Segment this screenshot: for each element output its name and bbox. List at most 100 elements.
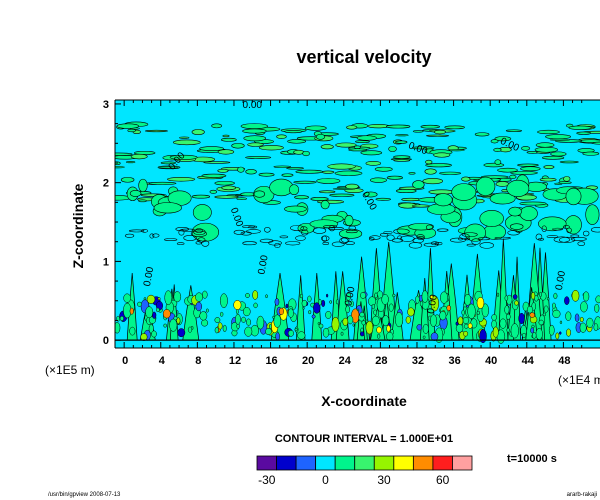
y-axis-title: Z-coordinate (70, 183, 86, 268)
contour-loop (386, 234, 395, 241)
field-cell (123, 293, 131, 303)
field-cell (173, 291, 182, 303)
field-cell (564, 215, 582, 235)
field-cell (164, 290, 173, 306)
colorbar-swatch (295, 455, 317, 471)
field-cell (496, 292, 500, 297)
contour-loop (341, 236, 350, 243)
field-cell (304, 125, 327, 131)
field-cell (519, 201, 547, 206)
field-cell (594, 303, 600, 313)
contour-loop (164, 238, 178, 241)
colorbar-swatch (412, 455, 434, 471)
contour-loop (180, 228, 195, 232)
field-cell (479, 209, 504, 228)
contour-loop (582, 230, 590, 237)
contour-loop (570, 234, 580, 238)
contour-loop (507, 230, 520, 236)
field-cell (169, 318, 178, 332)
field-cell (531, 324, 535, 329)
x-tick-label: 16 (265, 355, 277, 367)
field-cell (120, 177, 135, 183)
field-cell (430, 314, 437, 327)
field-cell (138, 178, 148, 193)
field-cell (329, 193, 355, 197)
field-cell (281, 173, 294, 177)
field-cell (115, 152, 133, 156)
field-cell (222, 134, 230, 138)
colorbar-swatch (452, 455, 473, 471)
field-cell (172, 139, 201, 146)
field-cell (361, 320, 366, 326)
field-cell (269, 323, 272, 329)
field-cell (412, 180, 425, 189)
contour-loop (259, 238, 274, 243)
contour-loop (558, 236, 576, 243)
field-cell (360, 150, 383, 156)
colorbar-swatch (393, 455, 414, 471)
field-cell (579, 322, 587, 333)
field-cell (422, 323, 429, 334)
field-cell (375, 197, 392, 201)
field-cell (320, 144, 334, 150)
field-cell (287, 139, 307, 144)
contour-loop (331, 241, 345, 247)
field-cell (355, 140, 370, 144)
field-cell (331, 316, 340, 332)
field-cell (115, 165, 125, 169)
contour-loop (322, 241, 330, 246)
field-cell (146, 294, 156, 304)
field-cell (265, 294, 268, 299)
contour-loop (264, 227, 271, 233)
field-cell (115, 322, 121, 334)
field-cell (586, 317, 594, 329)
field-cell (126, 161, 136, 164)
field-cell (199, 146, 224, 152)
field-cell (243, 306, 251, 317)
field-cell (386, 124, 411, 129)
field-cell (315, 133, 326, 140)
field-cell (162, 309, 171, 319)
field-cell (284, 205, 307, 213)
field-cell (433, 152, 451, 158)
field-cell (440, 291, 448, 304)
field-cell (512, 294, 518, 300)
field-cell (129, 326, 136, 336)
field-cell (259, 145, 284, 151)
contour-loop (149, 233, 155, 239)
field-cell (138, 199, 147, 203)
x-tick-label: 4 (159, 355, 166, 367)
field-cell (301, 299, 308, 307)
field-cell (211, 123, 223, 129)
contour-loop (339, 237, 349, 244)
field-cell (479, 329, 487, 344)
y-axis-ticks: 0 1 2 3 (103, 99, 121, 347)
contour-loop (535, 233, 543, 241)
field-cell (353, 145, 361, 149)
field-cell (538, 291, 542, 298)
field-cell (176, 317, 181, 324)
x-tick-label: 20 (302, 355, 314, 367)
field-cell (439, 311, 447, 321)
contour-loop (248, 225, 258, 229)
field-cell (217, 168, 229, 173)
field-cell (408, 223, 434, 231)
field-cell (574, 313, 580, 322)
field-cell (531, 292, 536, 300)
field-cell (489, 192, 516, 205)
field-cell (206, 308, 209, 313)
field-cell (360, 292, 367, 299)
field-cell (529, 312, 535, 318)
x-axis-ticks: 0 4 8 12 16 20 24 28 32 36 40 44 48 (122, 100, 583, 367)
field-cell (367, 124, 390, 129)
contour-value-label: 0.00 (142, 266, 156, 288)
field-cell (509, 174, 517, 179)
colorbar-swatch (432, 455, 453, 471)
contour-value-label: 0.00 (554, 270, 568, 292)
field-cell (363, 191, 378, 198)
footer-right: ararb-rakaji (567, 492, 597, 498)
x-tick-label: 48 (558, 355, 570, 367)
contour-value-label: 0.00 (343, 285, 357, 307)
field-cell (220, 311, 224, 317)
contour-loop (570, 236, 587, 241)
